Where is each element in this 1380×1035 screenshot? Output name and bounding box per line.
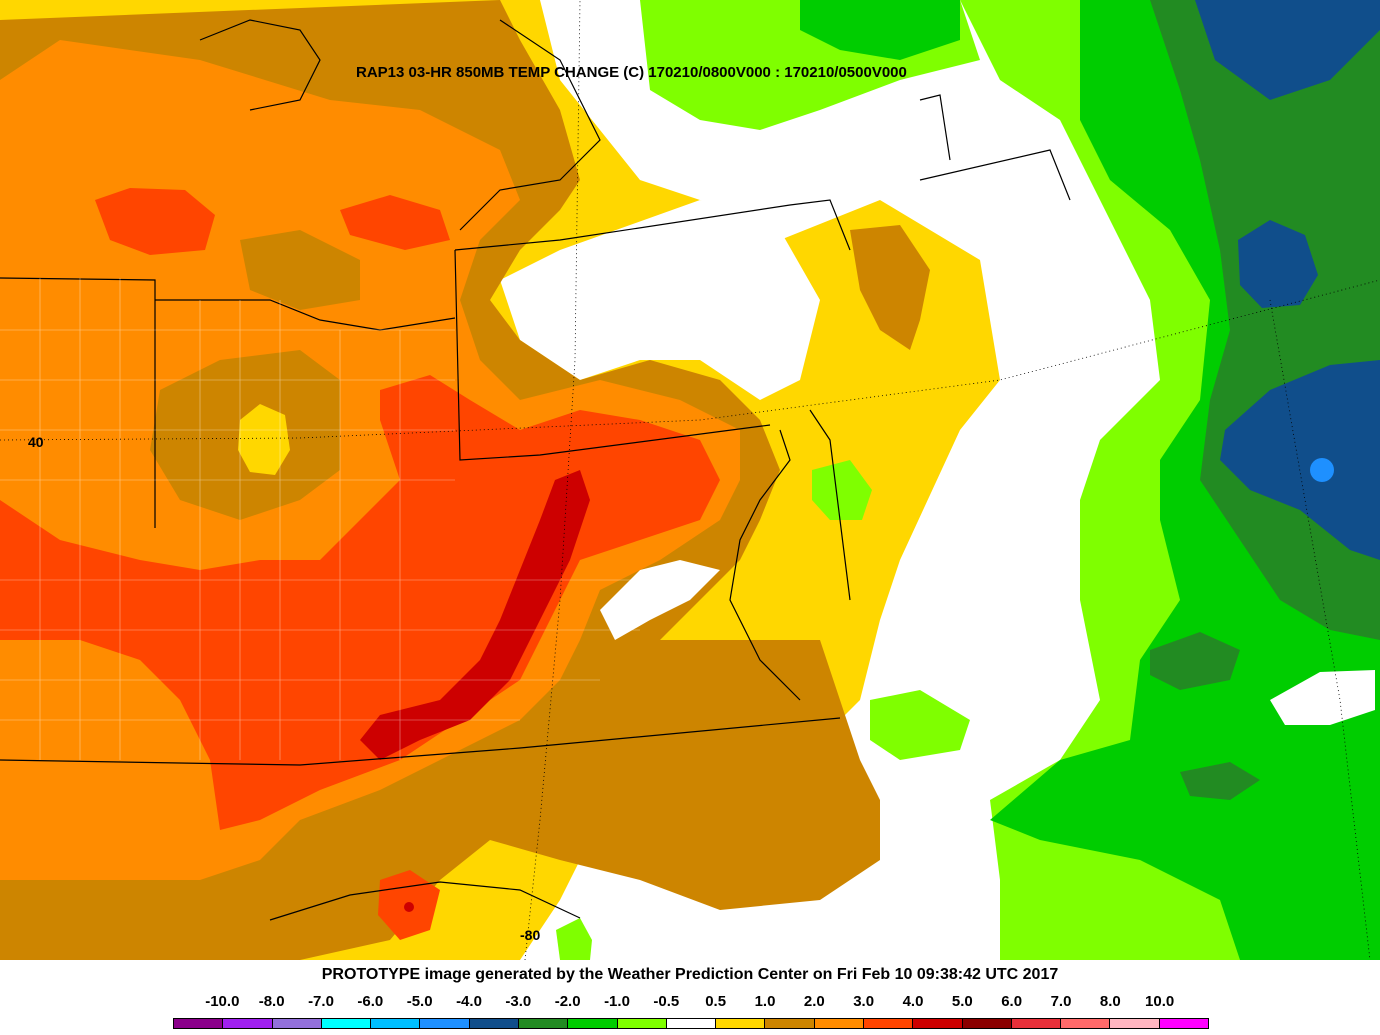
legend-label: 1.0 bbox=[754, 993, 776, 1010]
legend-swatch bbox=[1110, 1019, 1160, 1028]
legend-label: -10.0 bbox=[205, 993, 240, 1010]
warm-zone-red-orange-ontario bbox=[340, 195, 450, 250]
credit-line: PROTOTYPE image generated by the Weather… bbox=[321, 966, 1059, 983]
legend-swatch bbox=[765, 1019, 815, 1028]
warm-zone-yellow-ohio bbox=[238, 404, 290, 475]
legend-swatch bbox=[469, 1019, 519, 1028]
temperature-change-map bbox=[0, 0, 1380, 960]
legend-swatch bbox=[1159, 1019, 1208, 1028]
legend-label: -7.0 bbox=[308, 993, 334, 1010]
cool-zone-light-south bbox=[556, 918, 592, 960]
legend-swatch bbox=[962, 1019, 1012, 1028]
cool-zone-navy-east bbox=[1220, 360, 1380, 560]
warm-zone-deep-red-spot bbox=[404, 902, 414, 912]
legend-swatch bbox=[913, 1019, 963, 1028]
legend-label: -0.5 bbox=[653, 993, 680, 1010]
warm-zone-red-orange-north bbox=[95, 188, 215, 255]
warm-zone-brown-north bbox=[240, 230, 360, 310]
legend-label: -1.0 bbox=[604, 993, 630, 1010]
cool-zone-light-offshore bbox=[870, 690, 970, 760]
legend-swatch bbox=[568, 1019, 618, 1028]
legend-label: 7.0 bbox=[1050, 993, 1072, 1010]
legend-swatch bbox=[1061, 1019, 1111, 1028]
warm-zone-brown-newjersey bbox=[850, 225, 930, 350]
legend-swatch bbox=[518, 1019, 569, 1028]
legend-swatch bbox=[272, 1019, 322, 1028]
legend-label: 8.0 bbox=[1099, 993, 1121, 1010]
legend-swatch bbox=[617, 1019, 667, 1028]
legend-label: 10.0 bbox=[1145, 993, 1175, 1010]
legend-swatch bbox=[716, 1019, 766, 1028]
longitude-label: -80 bbox=[520, 927, 541, 943]
legend-footer: PROTOTYPE image generated by the Weather… bbox=[0, 960, 1380, 1035]
legend-swatch bbox=[420, 1019, 470, 1028]
graticule-lines bbox=[0, 0, 1380, 960]
latitude-label: 40 bbox=[28, 434, 44, 450]
legend-label: 6.0 bbox=[1001, 993, 1023, 1010]
legend-swatch bbox=[321, 1019, 372, 1028]
legend-label: -3.0 bbox=[505, 993, 532, 1010]
legend-label: -8.0 bbox=[258, 993, 285, 1010]
map-title: RAP13 03-HR 850MB TEMP CHANGE (C) 170210… bbox=[356, 64, 907, 81]
county-lines bbox=[0, 278, 700, 760]
legend-label: 4.0 bbox=[902, 993, 924, 1010]
legend-label: -5.0 bbox=[406, 993, 433, 1010]
boundary-lines bbox=[0, 19, 1071, 921]
cool-zone-navy-central bbox=[1238, 220, 1318, 308]
cool-zone-dark-south bbox=[1150, 632, 1240, 690]
legend-label: 2.0 bbox=[803, 993, 825, 1010]
cool-zone-medium-north bbox=[800, 0, 960, 60]
legend-label: -6.0 bbox=[357, 993, 384, 1010]
legend-swatch bbox=[666, 1019, 717, 1028]
legend-swatch bbox=[863, 1019, 914, 1028]
legend-swatch bbox=[814, 1019, 864, 1028]
legend-label: 5.0 bbox=[951, 993, 973, 1010]
cool-zone-blue-spot bbox=[1310, 458, 1334, 482]
cool-zone-navy-north bbox=[1195, 0, 1380, 100]
legend-label: 3.0 bbox=[853, 993, 875, 1010]
legend-colorbar bbox=[173, 1018, 1209, 1029]
legend-label: -2.0 bbox=[554, 993, 581, 1010]
legend-label: 0.5 bbox=[705, 993, 727, 1010]
legend-swatch bbox=[174, 1019, 224, 1028]
warm-zone-red-orange bbox=[0, 375, 720, 830]
cool-zone-dark-se bbox=[1180, 762, 1260, 800]
legend-label: -4.0 bbox=[456, 993, 482, 1010]
legend-swatch bbox=[371, 1019, 421, 1028]
warm-zone-deep-red bbox=[360, 470, 590, 760]
cool-zone-light-delmarva bbox=[812, 460, 872, 520]
legend-labels: -10.0 -8.0 -7.0 -6.0 -5.0 -4.0 -3.0 -2.0 -1.0 -0.… bbox=[0, 993, 1380, 1013]
legend-swatch bbox=[223, 1019, 273, 1028]
neutral-zone-inland bbox=[500, 200, 820, 400]
legend-swatch bbox=[1011, 1019, 1062, 1028]
map-panel: RAP13 03-HR 850MB TEMP CHANGE (C) 170210… bbox=[0, 0, 1380, 960]
neutral-zone-offshore bbox=[1270, 670, 1375, 725]
